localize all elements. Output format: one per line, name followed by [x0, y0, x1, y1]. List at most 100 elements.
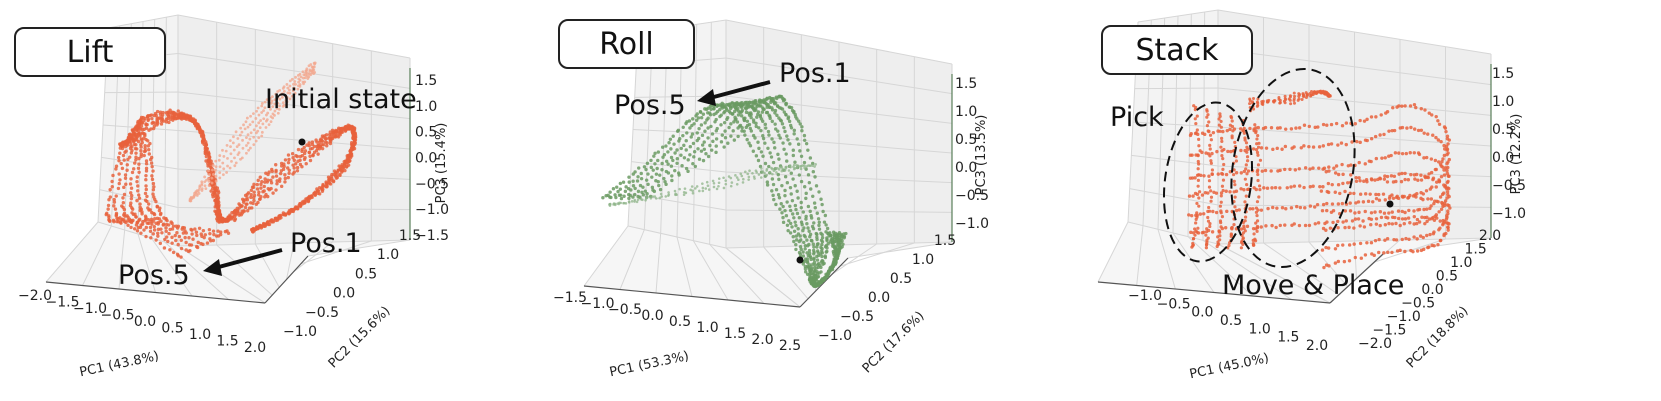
stack-trajectory-point [1245, 183, 1249, 187]
lift-trajectory-point [278, 88, 282, 92]
lift-trajectory-point [225, 144, 229, 147]
roll-trajectory-point [760, 167, 763, 170]
lift-trajectory-point [210, 192, 215, 197]
roll-trajectory-point [696, 116, 701, 120]
lift-trajectory-point [240, 197, 245, 201]
lift-trajectory-point [136, 189, 140, 193]
stack-trajectory-point [1252, 127, 1256, 131]
roll-trajectory-point [650, 185, 655, 190]
stack-trajectory-point [1430, 243, 1434, 248]
lift-trajectory-point [145, 194, 149, 199]
roll-trajectory-point [701, 158, 706, 163]
stack-trajectory-point [1401, 195, 1405, 199]
lift-trajectory-point [184, 240, 188, 245]
stack-trajectory-point [1267, 98, 1271, 102]
lift-trajectory-point [294, 75, 297, 79]
stack-trajectory-point [1270, 223, 1274, 228]
stack-trajectory-point [1232, 222, 1236, 227]
stack-trajectory-point [1362, 225, 1367, 229]
stack-trajectory-point [1302, 123, 1307, 127]
lift-trajectory-point [205, 241, 210, 245]
stack-trajectory-point [1298, 184, 1302, 188]
lift-trajectory-point [203, 151, 207, 156]
roll-trajectory-point [649, 165, 653, 170]
roll-trajectory-point [737, 178, 740, 182]
stack-trajectory-point [1193, 117, 1197, 121]
stack-trajectory-point [1400, 217, 1405, 221]
lift-trajectory-point [301, 80, 305, 84]
stack-trajectory-point [1292, 145, 1296, 149]
stack-trajectory-point [1321, 226, 1326, 231]
stack-trajectory-point [1412, 209, 1416, 213]
stack-trajectory-point [1406, 195, 1411, 200]
stack-trajectory-point [1194, 121, 1198, 126]
stack-trajectory-point [1445, 168, 1449, 173]
roll-trajectory-point [678, 137, 682, 141]
stack-trajectory-point [1425, 233, 1429, 238]
stack-trajectory-point [1324, 170, 1328, 174]
stack-trajectory-point [1439, 207, 1444, 211]
stack-trajectory-point [1278, 126, 1282, 130]
roll-trajectory-point [730, 181, 734, 184]
lift-trajectory-point [343, 168, 347, 173]
stack-trajectory-point [1444, 129, 1448, 134]
roll-trajectory-point [689, 188, 692, 192]
lift-trajectory-point [201, 137, 206, 141]
stack-trajectory-point [1226, 149, 1230, 154]
roll-trajectory-point [831, 249, 836, 254]
lift-trajectory-point [297, 77, 301, 81]
x-axis-line [583, 285, 801, 308]
stack-trajectory-point [1320, 209, 1325, 213]
stack-trajectory-point [1311, 145, 1316, 149]
stack-trajectory-point [1197, 173, 1201, 177]
roll-trajectory-point [831, 230, 836, 234]
lift-trajectory-point [183, 235, 187, 240]
lift-trajectory-point [144, 234, 148, 239]
stack-trajectory-point [1227, 241, 1232, 245]
roll-trajectory-point [664, 144, 668, 148]
lift-trajectory-point [195, 189, 199, 192]
lift-trajectory-point [218, 154, 222, 157]
stack-trajectory-point [1208, 154, 1212, 158]
lift-trajectory-point [292, 158, 296, 163]
lift-trajectory-point [152, 126, 156, 131]
roll-trajectory-point [782, 125, 786, 130]
stack-trajectory-point [1363, 162, 1367, 166]
lift-trajectory-point [285, 83, 289, 86]
lift-trajectory-point [293, 91, 297, 95]
stack-trajectory-point [1205, 227, 1209, 231]
stack-trajectory-point [1207, 205, 1211, 210]
roll-trajectory-point [802, 160, 807, 165]
lift-trajectory-point [335, 175, 339, 180]
y-tick-label: −1.5 [1372, 323, 1406, 339]
lift-trajectory-point [176, 109, 180, 113]
roll-trajectory-point [699, 149, 704, 153]
roll-trajectory-point [811, 170, 816, 174]
roll-trajectory-point [811, 194, 815, 198]
roll-trajectory-point [826, 272, 831, 276]
lift-trajectory-point [320, 134, 325, 138]
stack-trajectory-point [1400, 104, 1404, 108]
roll-trajectory-point [756, 140, 760, 144]
lift-trajectory-point [162, 216, 166, 220]
stack-trajectory-point [1257, 195, 1261, 199]
roll-trajectory-point [624, 202, 628, 205]
lift-trajectory-point [341, 166, 346, 170]
roll-trajectory-point [795, 211, 800, 216]
lift-trajectory-point [327, 181, 332, 185]
lift-trajectory-point [148, 229, 153, 233]
z-axis-label: PC3 (12.2%) [1509, 114, 1524, 195]
stack-trajectory-point [1187, 213, 1191, 217]
stack-trajectory-point [1280, 206, 1285, 210]
roll-trajectory-point [704, 152, 708, 156]
roll-trajectory-point [717, 177, 721, 180]
stack-trajectory-point [1369, 223, 1373, 227]
roll-trajectory-point [662, 153, 667, 157]
roll-trajectory-point [806, 244, 810, 248]
lift-trajectory-point [316, 143, 320, 147]
lift-trajectory-point [218, 165, 222, 169]
roll-trajectory-point [820, 240, 825, 244]
lift-trajectory-point [259, 186, 263, 190]
roll-trajectory-point [779, 202, 783, 206]
stack-trajectory-point [1316, 125, 1320, 129]
